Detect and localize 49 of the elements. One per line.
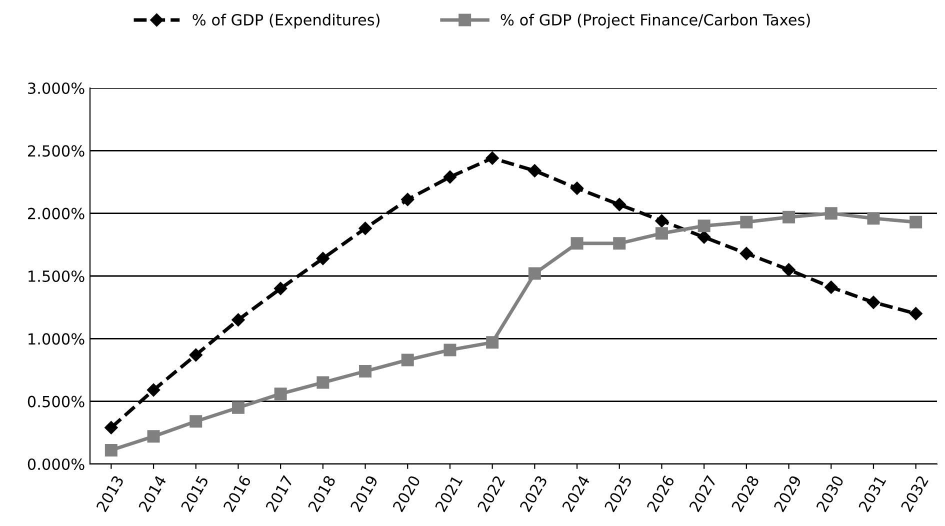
point [866,296,880,309]
point [570,237,584,250]
point [740,216,753,228]
point [655,214,668,228]
point [443,170,457,184]
point [486,336,499,349]
point [698,220,710,232]
point [104,444,118,456]
point [528,267,541,280]
y-tick-label: 0.000% [28,458,84,470]
point [782,210,796,224]
point [486,152,499,165]
point [570,182,584,195]
point [316,376,330,389]
point [190,415,202,428]
point [782,263,796,276]
point [359,365,372,378]
y-tick-label: 2.000% [28,208,84,220]
point [824,207,838,220]
y-tick-label: 0.500% [28,396,84,408]
point [147,430,160,443]
point [909,307,922,320]
point [146,383,160,397]
point [910,216,922,228]
point [401,192,414,206]
point [697,230,711,244]
point [655,227,668,240]
point [444,344,456,356]
point [316,252,330,266]
point [274,282,288,296]
point [358,222,372,235]
point [824,280,838,294]
point [867,212,880,225]
point [232,401,244,414]
point [528,164,542,178]
y-tick-label: 1.000% [28,333,84,345]
point [104,421,118,434]
point [274,388,287,400]
point [232,313,245,326]
point [189,348,202,362]
point [740,246,754,260]
y-tick-label: 3.000% [28,82,84,94]
y-tick-label: 1.500% [28,270,84,282]
legend-label: % of GDP (Project Finance/Carbon Taxes) [500,14,810,29]
point [613,237,626,250]
legend-label: % of GDP (Expenditures) [192,14,380,29]
y-tick-label: 2.500% [28,145,84,157]
point [401,354,414,366]
point [612,198,626,212]
